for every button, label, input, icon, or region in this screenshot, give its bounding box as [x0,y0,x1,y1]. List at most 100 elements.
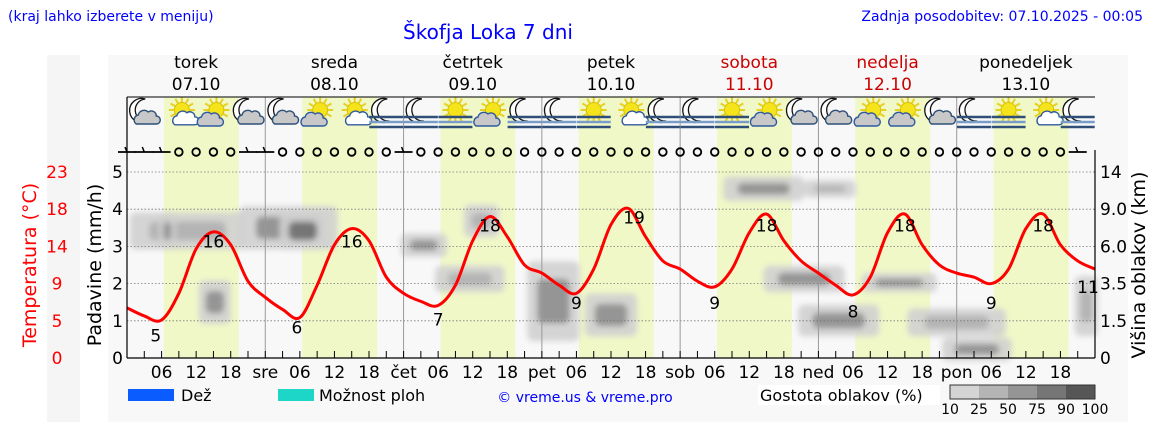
temperature-max-label: 18 [756,216,778,236]
sun-ray [1049,98,1054,104]
wind-calm-marker [347,147,357,157]
wind-calm-marker [1021,147,1031,157]
day-date: 08.10 [310,75,359,95]
x-hour-label: 12 [324,363,346,383]
daylight-band [717,97,792,358]
sun-ray [204,102,211,107]
wind-calm-marker [450,147,461,157]
wind-calm-marker [934,147,945,157]
wind-calm-marker [848,147,858,157]
wind-calm-marker [969,147,979,157]
x-hour-label: 18 [358,363,380,383]
cloud-cell [594,303,628,326]
sun-ray [443,102,450,107]
day-name: ponedeljek [979,53,1073,73]
sun-ray [586,98,591,104]
x-hour-label: 06 [566,363,588,383]
wind-calm-marker [208,147,219,157]
cloud-icon [824,109,853,125]
wind-calm-marker [831,147,841,157]
copyright-link[interactable]: © vreme.us & vreme.pro [497,390,672,406]
cloud-height-tick-label: 14 [1100,163,1122,183]
x-hour-label: 18 [1050,363,1072,383]
wind-calm-marker [952,147,962,157]
page-title: Škofja Loka 7 dni [403,20,573,44]
x-hour-label: 06 [427,363,449,383]
temperature-min-label: 9 [571,294,582,314]
wind-calm-marker [468,147,478,157]
moon-fog-icon [403,97,438,129]
sun-ray [347,98,352,104]
wind-calm-marker [900,147,910,157]
sun-ray [772,98,777,104]
density-tick-label: 100 [1082,402,1109,418]
wind-calm-marker [174,147,184,157]
wind-barb-feather [1075,146,1079,153]
day-name: sreda [311,53,358,73]
sun-ray [222,102,229,107]
sun-ray [900,98,905,104]
sun-ray [735,98,740,104]
temp-tick-label: 0 [52,349,63,369]
day-date: 10.10 [587,75,636,95]
x-hour-label: 18 [911,363,933,383]
wind-calm-marker [986,147,996,157]
wind-calm-marker [519,147,530,157]
sun-ray [865,98,871,104]
day-date: 09.10 [448,75,497,95]
x-hour-label: 18 [635,363,657,383]
menu-hint[interactable]: (kraj lahko izberete v meniju) [8,9,214,25]
sun-ray [170,102,176,107]
sun-icon [724,102,740,118]
sun-ray [914,113,920,118]
cloud-height-tick-label: 1.5 [1100,312,1127,332]
density-scale-border [949,384,1096,400]
sun-ray [342,113,349,118]
cloud-height-tick-label: 0 [1100,349,1111,369]
sun-ray [1038,98,1044,104]
x-hour-label: 12 [877,363,899,383]
temp-tick-label: 5 [52,312,63,332]
sun-ray [342,102,349,107]
sun-ray [876,98,881,104]
sun-ray [720,102,726,107]
cloud-height-tick-label: 3.5 [1100,275,1127,295]
sun-ray [170,113,176,118]
temp-tick-label: 18 [46,200,68,220]
sun-fog-icon [576,97,611,129]
sun-ray [219,98,224,104]
wind-calm-marker [1003,147,1014,157]
wind-calm-marker [1055,147,1066,157]
x-hour-label: 18 [773,363,795,383]
legend-rain-swatch [128,389,174,401]
sun-ray [326,113,332,118]
wind-calm-marker [381,147,391,157]
moon-cloud-icon [232,97,265,125]
temp-tick-label: 9 [52,275,63,295]
cloud-cell [1080,289,1093,323]
cloud-height-tick-label: 6.0 [1100,237,1127,257]
cloud-icon [1036,110,1064,126]
sun-ray [879,102,886,107]
wind-barb-feather [262,146,266,153]
day-date: 07.10 [172,75,221,95]
sun-ray [879,113,886,118]
daylight-band [993,97,1069,358]
sun-ray [184,98,190,104]
moon-fog-icon [645,97,680,129]
cloud-icon [790,109,818,125]
density-scale: 10 25 50 75 90 100 [941,384,1109,418]
gridlines [127,97,1095,358]
density-swatch [1066,385,1095,399]
wind-barb-feather [245,146,249,153]
cloud-icon [853,111,881,127]
wind-barb-icon [256,146,275,153]
sun-small-cloud-icon [341,97,373,126]
sun-ray [222,113,229,118]
wind-calm-marker [502,147,512,157]
wind-calm-marker [675,147,685,157]
legend-shower-swatch [278,389,314,401]
x-hour-label: 12 [600,363,622,383]
moon-fog-icon [542,97,577,129]
